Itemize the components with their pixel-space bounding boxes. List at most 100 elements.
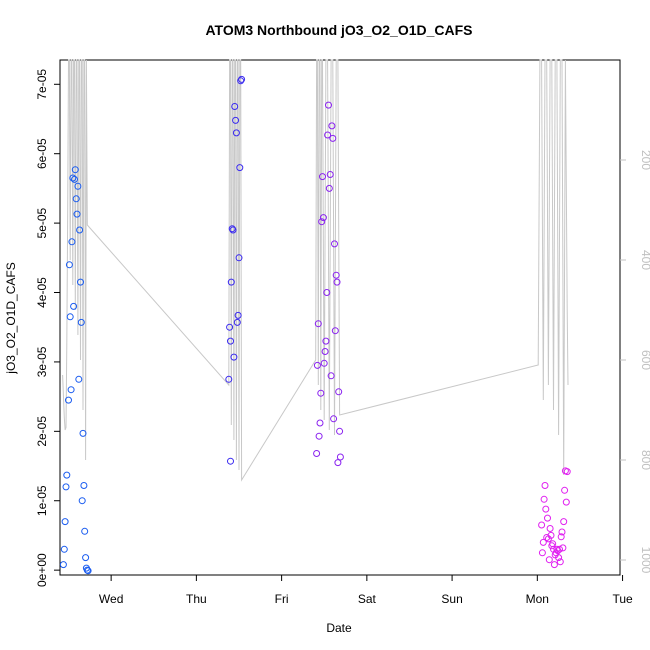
data-point bbox=[314, 320, 322, 328]
data-point bbox=[542, 505, 550, 513]
data-point bbox=[80, 482, 88, 489]
x-tick-label: Sun bbox=[441, 592, 462, 606]
altitude-line-path bbox=[62, 59, 569, 482]
data-point bbox=[237, 77, 245, 85]
data-point bbox=[550, 561, 558, 569]
data-point bbox=[77, 318, 85, 326]
data-point bbox=[323, 289, 331, 296]
data-point bbox=[555, 554, 563, 562]
y2-tick-label: 800 bbox=[639, 450, 650, 470]
data-point bbox=[234, 311, 242, 319]
data-point bbox=[538, 549, 546, 557]
data-point bbox=[67, 386, 75, 394]
data-point bbox=[562, 498, 570, 506]
data-point bbox=[556, 545, 563, 553]
data-point bbox=[327, 372, 335, 380]
y2-tick-label: 600 bbox=[639, 350, 650, 370]
data-point bbox=[316, 419, 324, 427]
data-point bbox=[325, 184, 333, 192]
data-point bbox=[328, 122, 336, 130]
x-tick-label: Sat bbox=[358, 592, 377, 606]
data-point bbox=[230, 353, 238, 361]
data-point bbox=[62, 483, 70, 491]
data-point bbox=[225, 375, 233, 383]
data-point bbox=[321, 348, 329, 355]
data-point bbox=[538, 521, 546, 529]
data-point bbox=[336, 453, 344, 461]
y-tick-label: 6e-05 bbox=[35, 138, 49, 169]
data-point bbox=[545, 556, 553, 564]
data-point bbox=[74, 182, 82, 190]
x-tick-label: Mon bbox=[526, 592, 549, 606]
data-point bbox=[541, 482, 549, 489]
data-point bbox=[231, 103, 239, 110]
plot-frame bbox=[59, 59, 621, 576]
data-point bbox=[61, 518, 69, 526]
data-point bbox=[557, 533, 565, 541]
altitude-line bbox=[62, 59, 569, 482]
data-point bbox=[331, 327, 339, 335]
data-point bbox=[331, 240, 338, 248]
data-point bbox=[336, 427, 344, 435]
data-point bbox=[63, 471, 71, 479]
data-point bbox=[329, 134, 337, 142]
data-point bbox=[227, 457, 234, 465]
data-point bbox=[332, 271, 340, 279]
data-point bbox=[66, 313, 74, 321]
y-tick-label: 1e-05 bbox=[35, 485, 49, 516]
y2-tick-label: 200 bbox=[639, 150, 650, 170]
y-tick-label: 7e-05 bbox=[35, 69, 49, 100]
x-tick-label: Thu bbox=[186, 592, 207, 606]
data-point bbox=[68, 238, 76, 246]
data-point bbox=[235, 254, 243, 262]
data-point bbox=[232, 116, 240, 124]
data-point bbox=[65, 261, 73, 269]
data-point bbox=[233, 318, 241, 326]
y-tick-label: 0e+00 bbox=[35, 553, 49, 587]
data-point bbox=[73, 210, 81, 218]
x-axis: Wed Thu Fri Sat Sun Mon Tue bbox=[99, 575, 633, 606]
data-point bbox=[547, 531, 555, 539]
data-point bbox=[71, 175, 78, 183]
data-point bbox=[228, 225, 236, 233]
data-point bbox=[540, 495, 548, 503]
data-point bbox=[546, 525, 554, 532]
y2-axis: 200 400 600 800 1000 bbox=[620, 150, 650, 574]
data-point bbox=[322, 337, 330, 345]
data-point bbox=[83, 566, 91, 574]
data-point bbox=[325, 101, 332, 109]
data-point bbox=[324, 131, 332, 139]
data-point bbox=[78, 497, 86, 505]
data-point bbox=[77, 278, 84, 286]
data-point bbox=[84, 567, 92, 575]
data-point bbox=[335, 388, 343, 396]
data-point bbox=[313, 361, 321, 369]
data-point bbox=[59, 561, 67, 569]
x-tick-label: Fri bbox=[275, 592, 289, 606]
data-point bbox=[334, 459, 342, 467]
data-point bbox=[60, 545, 68, 553]
data-point bbox=[226, 323, 234, 331]
data-point bbox=[559, 544, 567, 552]
x-tick-label: Wed bbox=[99, 592, 123, 606]
data-point bbox=[72, 195, 80, 203]
data-point bbox=[330, 415, 338, 423]
data-point bbox=[333, 278, 341, 286]
data-point bbox=[76, 226, 84, 234]
y-tick-label: 2e-05 bbox=[35, 416, 49, 447]
data-point bbox=[238, 75, 246, 83]
chart-title: ATOM3 Northbound jO3_O2_O1D_CAFS bbox=[205, 22, 472, 38]
data-point bbox=[71, 166, 79, 174]
data-point bbox=[232, 129, 240, 137]
y2-tick-label: 1000 bbox=[639, 547, 650, 574]
data-point bbox=[556, 558, 564, 566]
y-tick-label: 3e-05 bbox=[35, 346, 49, 377]
data-point bbox=[79, 429, 87, 437]
data-point bbox=[558, 528, 566, 536]
data-point bbox=[544, 514, 551, 522]
data-point bbox=[561, 486, 569, 494]
data-point bbox=[70, 302, 78, 310]
data-point bbox=[81, 527, 89, 535]
data-point bbox=[227, 278, 235, 286]
x-tick-label: Tue bbox=[612, 592, 633, 606]
